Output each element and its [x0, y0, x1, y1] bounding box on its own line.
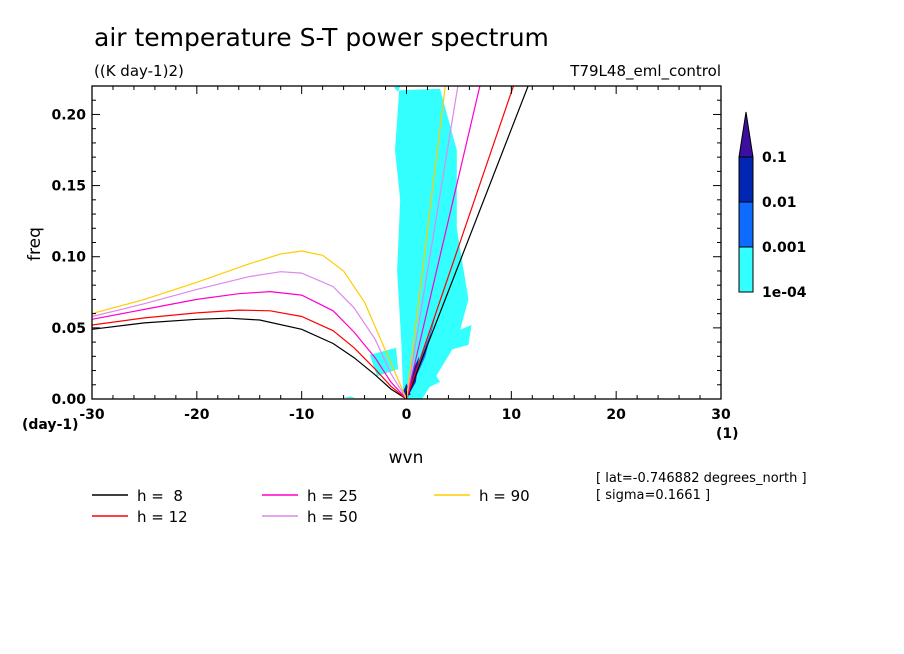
- legend-label-0: h = 8: [137, 487, 183, 505]
- rossby-curve-3: [92, 271, 408, 399]
- sigma-annotation: [ sigma=0.1661 ]: [596, 488, 710, 503]
- legend: h = 8 h = 12 h = 25 h = 50 h = 90: [92, 487, 530, 526]
- kelvin-curve-1: [405, 86, 514, 399]
- rossby-curve-2: [92, 290, 407, 399]
- latitude-annotation: [ lat=-0.746882 degrees_north ]: [596, 471, 807, 486]
- legend-label-3: h = 50: [307, 508, 358, 526]
- x-tick-label-2: -10: [289, 407, 315, 423]
- colorbar-segment-1: [738, 201, 754, 248]
- shaded-region-5: [393, 86, 401, 92]
- y-tick-label-4: 0.20: [51, 107, 86, 123]
- x-tick-label-6: 30: [711, 407, 731, 423]
- kelvin-curve-0: [405, 86, 529, 399]
- shaded-region-1: [369, 347, 399, 377]
- rossby-curve-1: [92, 309, 407, 399]
- rossby-curve-0: [92, 317, 407, 399]
- y-tick-label-3: 0.15: [51, 179, 86, 195]
- y-tick-label-0: 0.00: [51, 392, 86, 408]
- x-axis-label: wvn: [389, 448, 424, 468]
- dispersion-curves: [92, 86, 529, 399]
- x-tick-label-1: -20: [184, 407, 210, 423]
- x-tick-label-5: 20: [606, 407, 626, 423]
- colorbar-segment-0: [738, 246, 754, 293]
- colorbar-segment-2: [738, 156, 754, 203]
- y-tick-label-1: 0.05: [51, 321, 86, 337]
- legend-label-1: h = 12: [137, 508, 188, 526]
- shaded-region-3: [450, 325, 472, 350]
- plot-area: -30 -20 -10 0 10 20 30 0.00 0.05 0.10 0.15 0.20: [51, 85, 731, 423]
- colorbar-arrow: [738, 111, 754, 158]
- y-axis-label: freq: [25, 227, 45, 261]
- kelvin-curve-2: [405, 86, 481, 399]
- legend-label-4: h = 90: [479, 487, 530, 505]
- y-axis-unit: (day-1): [22, 417, 79, 433]
- shaded-region-2: [411, 373, 440, 394]
- x-axis-unit: (1): [716, 426, 739, 442]
- colorbar: 1e-04 0.001 0.01 0.1: [738, 111, 807, 301]
- rossby-curve-4: [92, 250, 408, 399]
- chart-units: ((K day-1)2): [94, 62, 184, 80]
- legend-label-2: h = 25: [307, 487, 358, 505]
- colorbar-label-1: 0.001: [762, 240, 806, 256]
- colorbar-label-0: 1e-04: [762, 285, 807, 301]
- colorbar-label-2: 0.01: [762, 195, 797, 211]
- x-tick-label-0: -30: [79, 407, 105, 423]
- axis-ticks: -30 -20 -10 0 10 20 30 0.00 0.05 0.10 0.15 0.20: [51, 86, 731, 423]
- shaded-region-4: [343, 396, 356, 399]
- y-tick-label-2: 0.10: [51, 250, 86, 266]
- spectrum-shading: [343, 86, 472, 399]
- x-tick-label-3: 0: [402, 407, 412, 423]
- kelvin-curve-4: [405, 86, 446, 399]
- colorbar-label-3: 0.1: [762, 150, 787, 166]
- x-tick-label-4: 10: [502, 407, 522, 423]
- experiment-label: T79L48_eml_control: [569, 62, 721, 81]
- kelvin-curve-3: [405, 86, 459, 399]
- chart-title: air temperature S-T power spectrum: [94, 23, 549, 52]
